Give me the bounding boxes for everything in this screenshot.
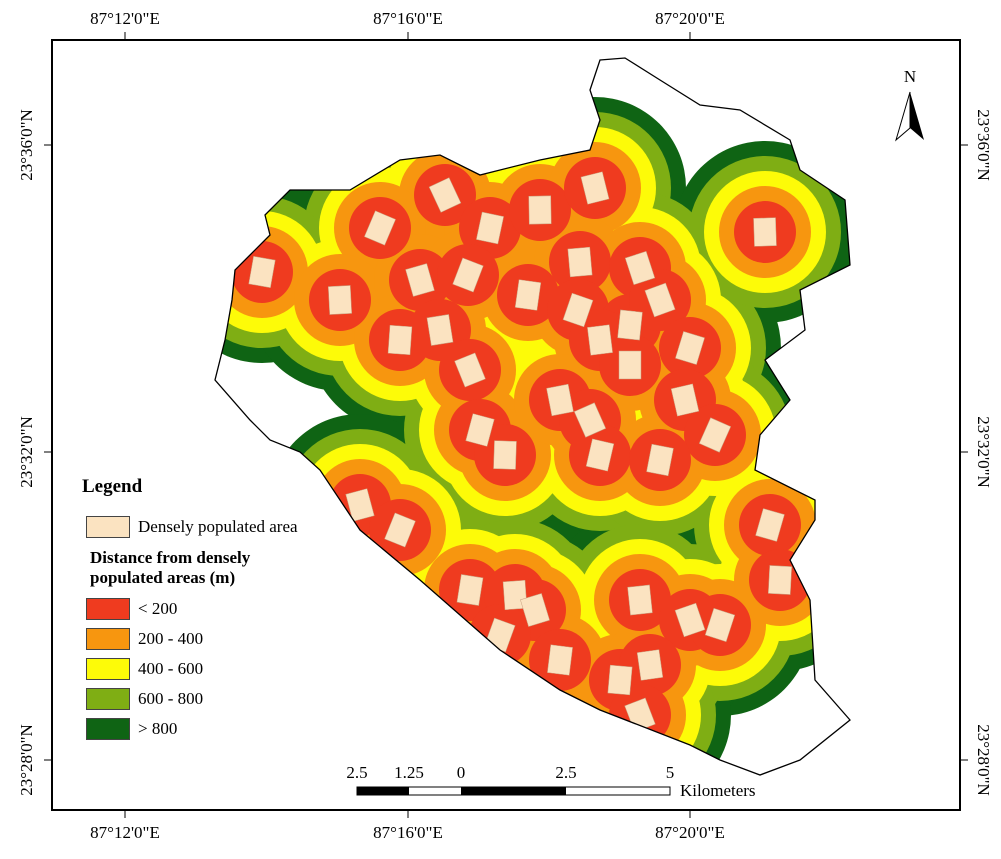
legend-swatch [86, 718, 130, 740]
legend-swatch [86, 598, 130, 620]
densely-populated-area [567, 246, 593, 278]
densely-populated-area [528, 195, 552, 225]
densely-populated-area [753, 217, 777, 247]
graticule-label: 23°36'0"N [974, 109, 993, 181]
graticule-label: 87°16'0"E [373, 823, 443, 842]
graticule-label: 23°28'0"N [974, 724, 993, 796]
densely-populated-area [465, 413, 495, 447]
densely-populated-area [384, 512, 416, 548]
graticule-label: 87°20'0"E [655, 823, 725, 842]
graticule-label: 23°32'0"N [17, 416, 36, 488]
densely-populated-area [364, 210, 396, 246]
graticule-label: 23°32'0"N [974, 416, 993, 488]
densely-populated-area [514, 279, 542, 311]
densely-populated-area [476, 211, 504, 245]
graticule-label: 23°36'0"N [17, 109, 36, 181]
legend-item: 400 - 600 [82, 654, 322, 684]
densely-populated-area [428, 177, 462, 213]
densely-populated-area [456, 574, 484, 606]
legend-label: Densely populated area [138, 517, 298, 536]
scale-unit: Kilometers [680, 781, 756, 800]
legend-label: > 800 [138, 719, 178, 738]
north-arrow: N [895, 67, 924, 142]
densely-populated-area [546, 383, 574, 417]
scale-tick-label: 2.5 [555, 763, 576, 782]
legend-label: 400 - 600 [138, 659, 204, 678]
scale-tick-label: 2.5 [346, 763, 367, 782]
densely-populated-area [248, 256, 276, 288]
densely-populated-area [646, 443, 674, 477]
densely-populated-area [624, 250, 656, 286]
densely-populated-area [547, 644, 573, 676]
graticule-label: 87°12'0"E [90, 823, 160, 842]
densely-populated-area [587, 324, 613, 356]
legend-item: 600 - 800 [82, 684, 322, 714]
densely-populated-area [607, 664, 633, 696]
densely-populated-area [755, 508, 785, 542]
densely-populated-area [585, 438, 615, 472]
legend-swatch [86, 688, 130, 710]
densely-populated-area [636, 649, 664, 681]
graticule-label: 23°28'0"N [17, 724, 36, 796]
densely-populated-area [670, 383, 700, 417]
densely-populated-area [704, 607, 736, 643]
densely-populated-area [573, 402, 607, 438]
densely-populated-area [618, 350, 642, 380]
study-area-boundary [214, 57, 851, 776]
scale-tick-label: 1.25 [394, 763, 424, 782]
legend-title: Legend [82, 476, 143, 497]
legend-item: < 200 [82, 594, 322, 624]
graticule-label: 87°12'0"E [90, 9, 160, 28]
scale-tick-label: 0 [457, 763, 466, 782]
densely-populated-area [768, 565, 792, 595]
legend: Legend Densely populated area Distance f… [82, 476, 322, 744]
densely-populated-area [493, 440, 517, 470]
densely-populated-area [617, 309, 643, 341]
graticule-label: 87°20'0"E [655, 9, 725, 28]
legend-item: > 800 [82, 714, 322, 744]
densely-populated-area [345, 488, 375, 522]
densely-populated-area [644, 282, 676, 318]
densely-populated-area [387, 324, 413, 356]
densely-populated-area [452, 257, 484, 293]
legend-swatch [86, 658, 130, 680]
legend-label: 600 - 800 [138, 689, 204, 708]
densely-populated-area [580, 171, 610, 205]
legend-subtitle: Distance from densely populated areas (m… [90, 548, 251, 587]
scale-tick-label: 5 [666, 763, 675, 782]
densely-populated-area [562, 292, 594, 328]
legend-item: 200 - 400 [82, 624, 322, 654]
distance-zones [215, 97, 850, 775]
legend-label: < 200 [138, 599, 178, 618]
densely-populated-area [328, 285, 352, 315]
legend-swatch [86, 516, 130, 538]
legend-item: Densely populated area [82, 512, 322, 542]
scale-bar: 2.5 1.25 0 2.5 5 Kilometers [346, 763, 755, 800]
legend-label: 200 - 400 [138, 629, 204, 648]
densely-populated-area [698, 417, 732, 453]
densely-populated-area [454, 352, 486, 388]
densely-populated-area [426, 314, 454, 346]
densely-populated-area [627, 584, 653, 616]
densely-populated-area [520, 593, 550, 627]
north-label: N [904, 67, 916, 86]
densely-populated-area [674, 602, 706, 638]
densely-populated-area [675, 331, 705, 365]
densely-populated-area [405, 263, 435, 297]
graticule-label: 87°16'0"E [373, 9, 443, 28]
legend-swatch [86, 628, 130, 650]
